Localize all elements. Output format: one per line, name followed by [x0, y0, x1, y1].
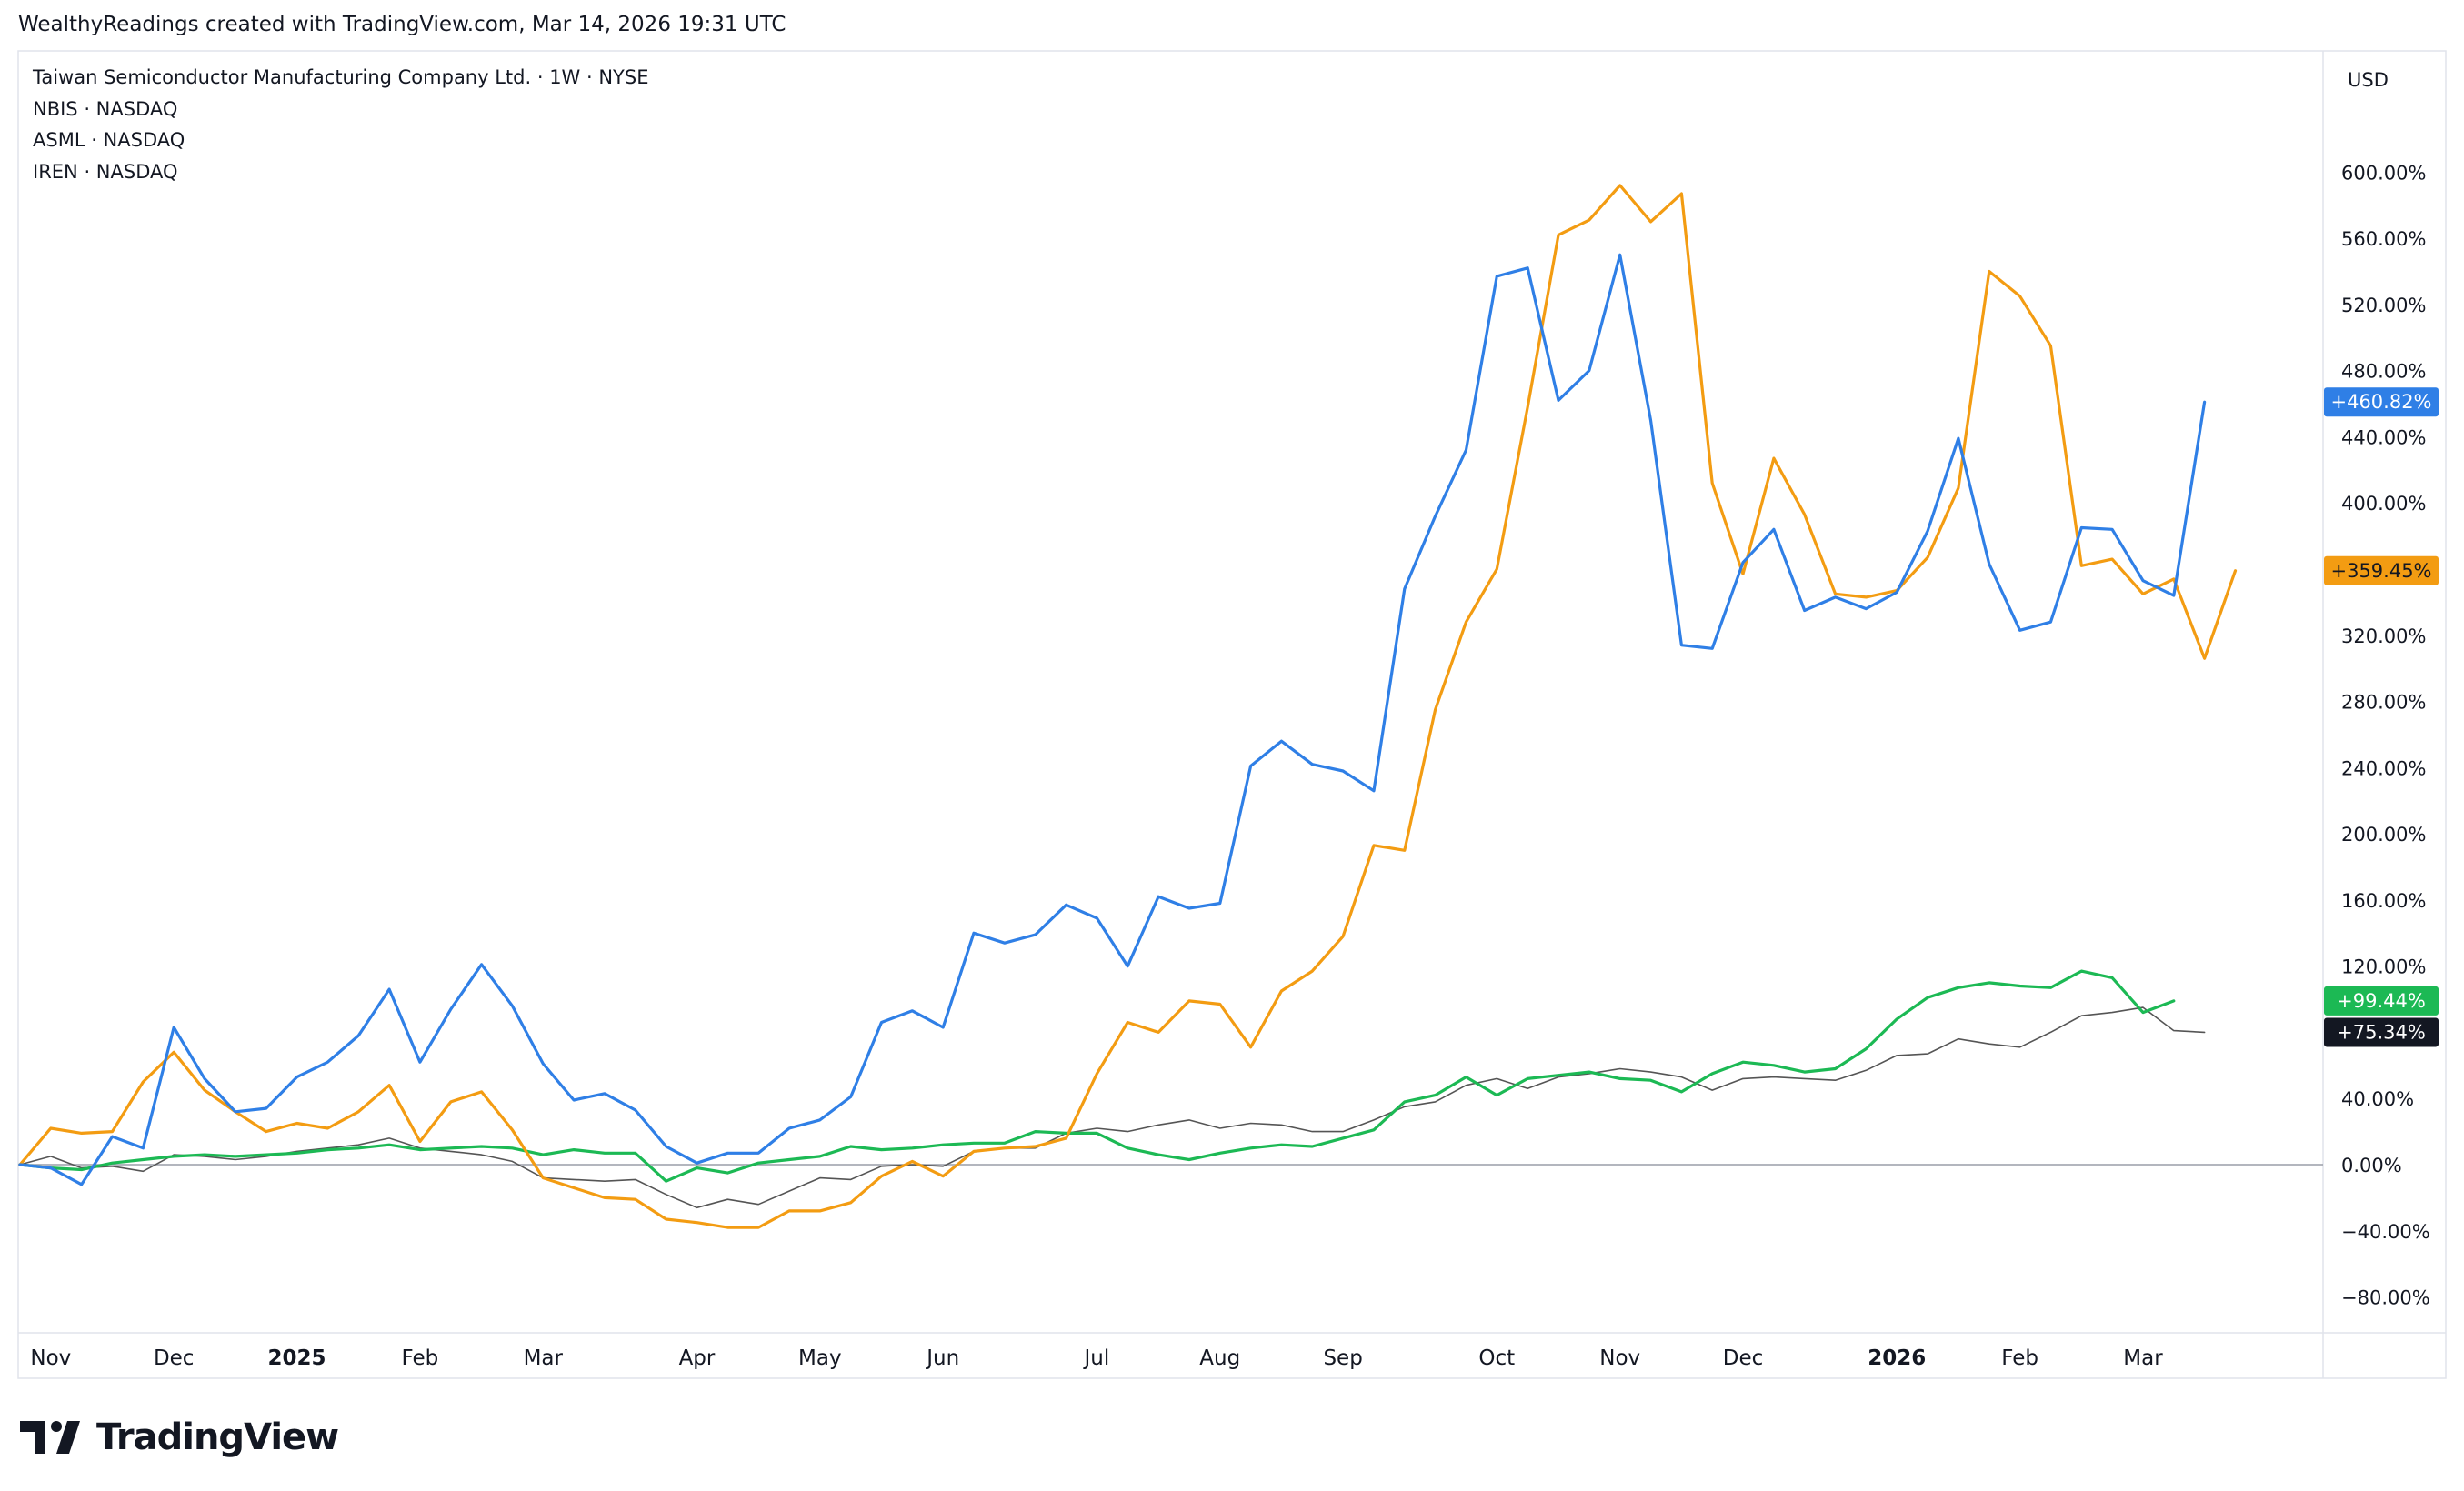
currency-selector[interactable]: USD — [2339, 60, 2440, 100]
x-axis-ticks[interactable]: Nov Dec 2025 Feb Mar Apr May Jun Jul Aug Sep Oct Nov… — [30, 1346, 2163, 1370]
last-value-badge-nbis — [2324, 387, 2439, 417]
y-tick-label: −40.00% — [2341, 1221, 2430, 1243]
x-tick-label: Sep — [1323, 1346, 1362, 1370]
x-tick-label: 2026 — [1868, 1346, 1926, 1370]
last-value-label-nbis: +460.82% — [2330, 391, 2431, 413]
tradingview-logo: TradingView — [20, 1414, 339, 1461]
series-line-nbis — [18, 253, 2207, 1186]
x-tick-label: Nov — [30, 1346, 71, 1370]
last-value-labels: +460.82% +359.45% +99.44% +75.34% — [2324, 387, 2439, 1047]
y-axis-ticks[interactable]: 600.00% 560.00% 520.00% 480.00% 440.00% 400.0… — [2341, 162, 2430, 1308]
y-tick-label: 600.00% — [2341, 162, 2426, 184]
last-value-label-tsm: +75.34% — [2337, 1021, 2426, 1043]
legend-item-iren[interactable]: IREN · NASDAQ — [33, 160, 178, 183]
x-tick-label: Jun — [925, 1346, 959, 1370]
y-tick-label: 440.00% — [2341, 426, 2426, 448]
y-tick-label: 0.00% — [2341, 1155, 2402, 1176]
series-line-asml — [18, 969, 2176, 1183]
last-value-badge-tsm — [2324, 1017, 2439, 1047]
x-tick-label: Mar — [2123, 1346, 2163, 1370]
x-tick-label: Jul — [1083, 1346, 1110, 1370]
tradingview-logo-text: TradingView — [96, 1416, 339, 1458]
legend-item-tsm[interactable]: Taiwan Semiconductor Manufacturing Compa… — [33, 66, 649, 88]
legend-item-nbis[interactable]: NBIS · NASDAQ — [33, 97, 178, 120]
x-tick-label: Aug — [1199, 1346, 1240, 1370]
y-tick-label: −80.00% — [2341, 1287, 2430, 1309]
x-tick-label: Oct — [1478, 1346, 1515, 1370]
y-tick-label: 40.00% — [2341, 1088, 2414, 1110]
last-value-label-asml: +99.44% — [2337, 990, 2426, 1012]
y-tick-label: 160.00% — [2341, 890, 2426, 912]
y-tick-label: 560.00% — [2341, 228, 2426, 250]
x-tick-label: Mar — [524, 1346, 564, 1370]
attribution-header: WealthyReadings created with TradingView… — [18, 13, 786, 36]
series-layer — [18, 184, 2238, 1229]
series-line-iren — [18, 184, 2238, 1229]
x-tick-label: Feb — [402, 1346, 439, 1370]
x-tick-label: May — [798, 1346, 842, 1370]
y-tick-label: 520.00% — [2341, 295, 2426, 316]
x-tick-label: Apr — [679, 1346, 716, 1370]
y-tick-label: 480.00% — [2341, 361, 2426, 383]
y-tick-label: 320.00% — [2341, 625, 2426, 647]
y-tick-label: 240.00% — [2341, 757, 2426, 779]
y-tick-label: 200.00% — [2341, 824, 2426, 846]
tradingview-logo-icon — [20, 1421, 80, 1454]
x-tick-label: Dec — [154, 1346, 195, 1370]
last-value-badge-asml — [2324, 986, 2439, 1016]
x-tick-label: Feb — [2001, 1346, 2038, 1370]
last-value-label-iren: +359.45% — [2330, 560, 2431, 582]
chart-frame — [17, 50, 2447, 1379]
last-value-badge-iren — [2324, 555, 2439, 585]
y-tick-label: 400.00% — [2341, 493, 2426, 515]
x-tick-label: Nov — [1599, 1346, 1640, 1370]
x-tick-label: 2025 — [268, 1346, 326, 1370]
y-tick-label: 280.00% — [2341, 692, 2426, 714]
legend: Taiwan Semiconductor Manufacturing Compa… — [33, 62, 648, 187]
series-line-tsm — [19, 1006, 2206, 1209]
legend-item-asml[interactable]: ASML · NASDAQ — [33, 129, 185, 151]
y-tick-label: 120.00% — [2341, 956, 2426, 978]
x-tick-label: Dec — [1723, 1346, 1764, 1370]
